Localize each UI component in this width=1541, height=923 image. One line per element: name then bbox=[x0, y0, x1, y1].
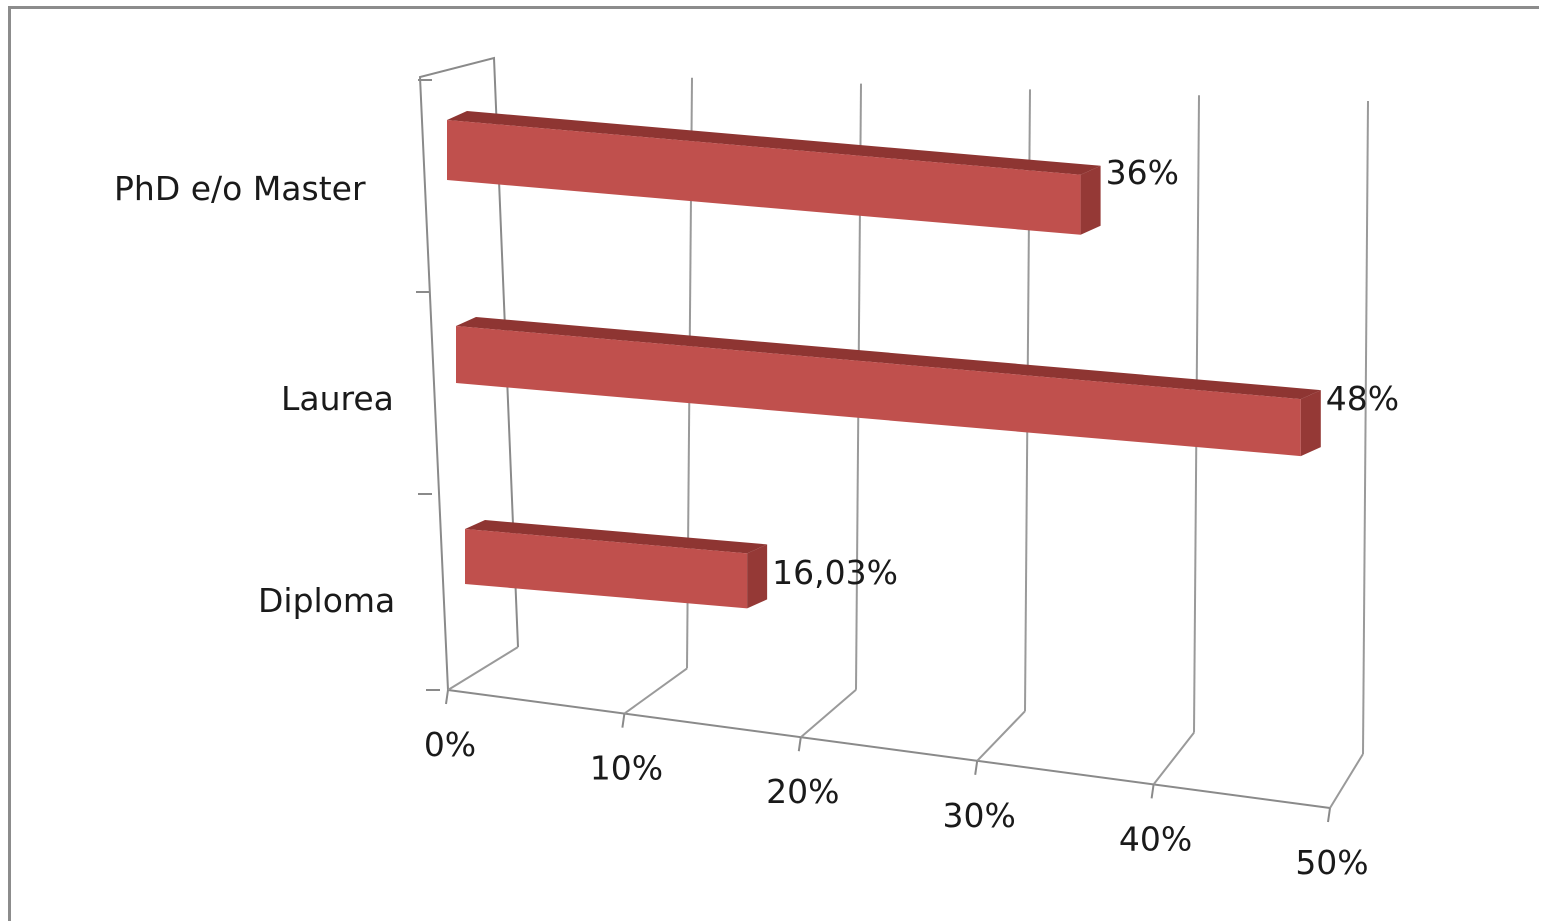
bars bbox=[447, 111, 1321, 609]
floor-gridline bbox=[1329, 753, 1364, 809]
bar bbox=[456, 326, 1301, 457]
floor-gridline bbox=[623, 667, 688, 715]
x-tick-label: 0% bbox=[424, 725, 476, 764]
x-tick-label: 10% bbox=[590, 749, 663, 788]
data-label: 48% bbox=[1326, 379, 1399, 418]
bar-side bbox=[1080, 165, 1101, 235]
data-label: 16,03% bbox=[772, 553, 898, 592]
floor-gridline bbox=[447, 646, 519, 691]
bar-top bbox=[447, 111, 1101, 175]
x-tick-label: 30% bbox=[943, 796, 1016, 835]
floor-gridline bbox=[1152, 731, 1195, 786]
category-label: Diploma bbox=[258, 581, 395, 620]
category-label: Laurea bbox=[281, 379, 394, 418]
bar bbox=[447, 120, 1081, 235]
x-tick-label: 50% bbox=[1295, 843, 1368, 882]
bar-top bbox=[465, 520, 768, 554]
x-tick-mark bbox=[1150, 784, 1155, 799]
data-label: 36% bbox=[1106, 153, 1179, 192]
x-tick-label: 40% bbox=[1119, 819, 1192, 858]
wall-gridline bbox=[1362, 100, 1369, 755]
bar-side bbox=[747, 544, 768, 609]
chart-frame bbox=[8, 6, 1539, 921]
category-label: PhD e/o Master bbox=[114, 169, 366, 208]
floor-gridline bbox=[976, 710, 1026, 762]
x-tick-mark bbox=[621, 713, 626, 728]
x-tick-label: 20% bbox=[766, 772, 839, 811]
bar-side bbox=[1300, 390, 1321, 457]
labels: 0% 10% 20% 30% 40% 50% 36% PhD e/o Master 48% Lau… bbox=[114, 153, 1399, 882]
x-tick-mark bbox=[797, 737, 802, 752]
x-tick-mark bbox=[1327, 807, 1331, 823]
x-tick-mark bbox=[445, 689, 449, 705]
floor-gridline bbox=[800, 689, 857, 738]
bar bbox=[465, 529, 748, 609]
x-tick-mark bbox=[974, 760, 979, 775]
x-axis-line bbox=[447, 689, 1331, 809]
bar-top bbox=[456, 317, 1321, 400]
